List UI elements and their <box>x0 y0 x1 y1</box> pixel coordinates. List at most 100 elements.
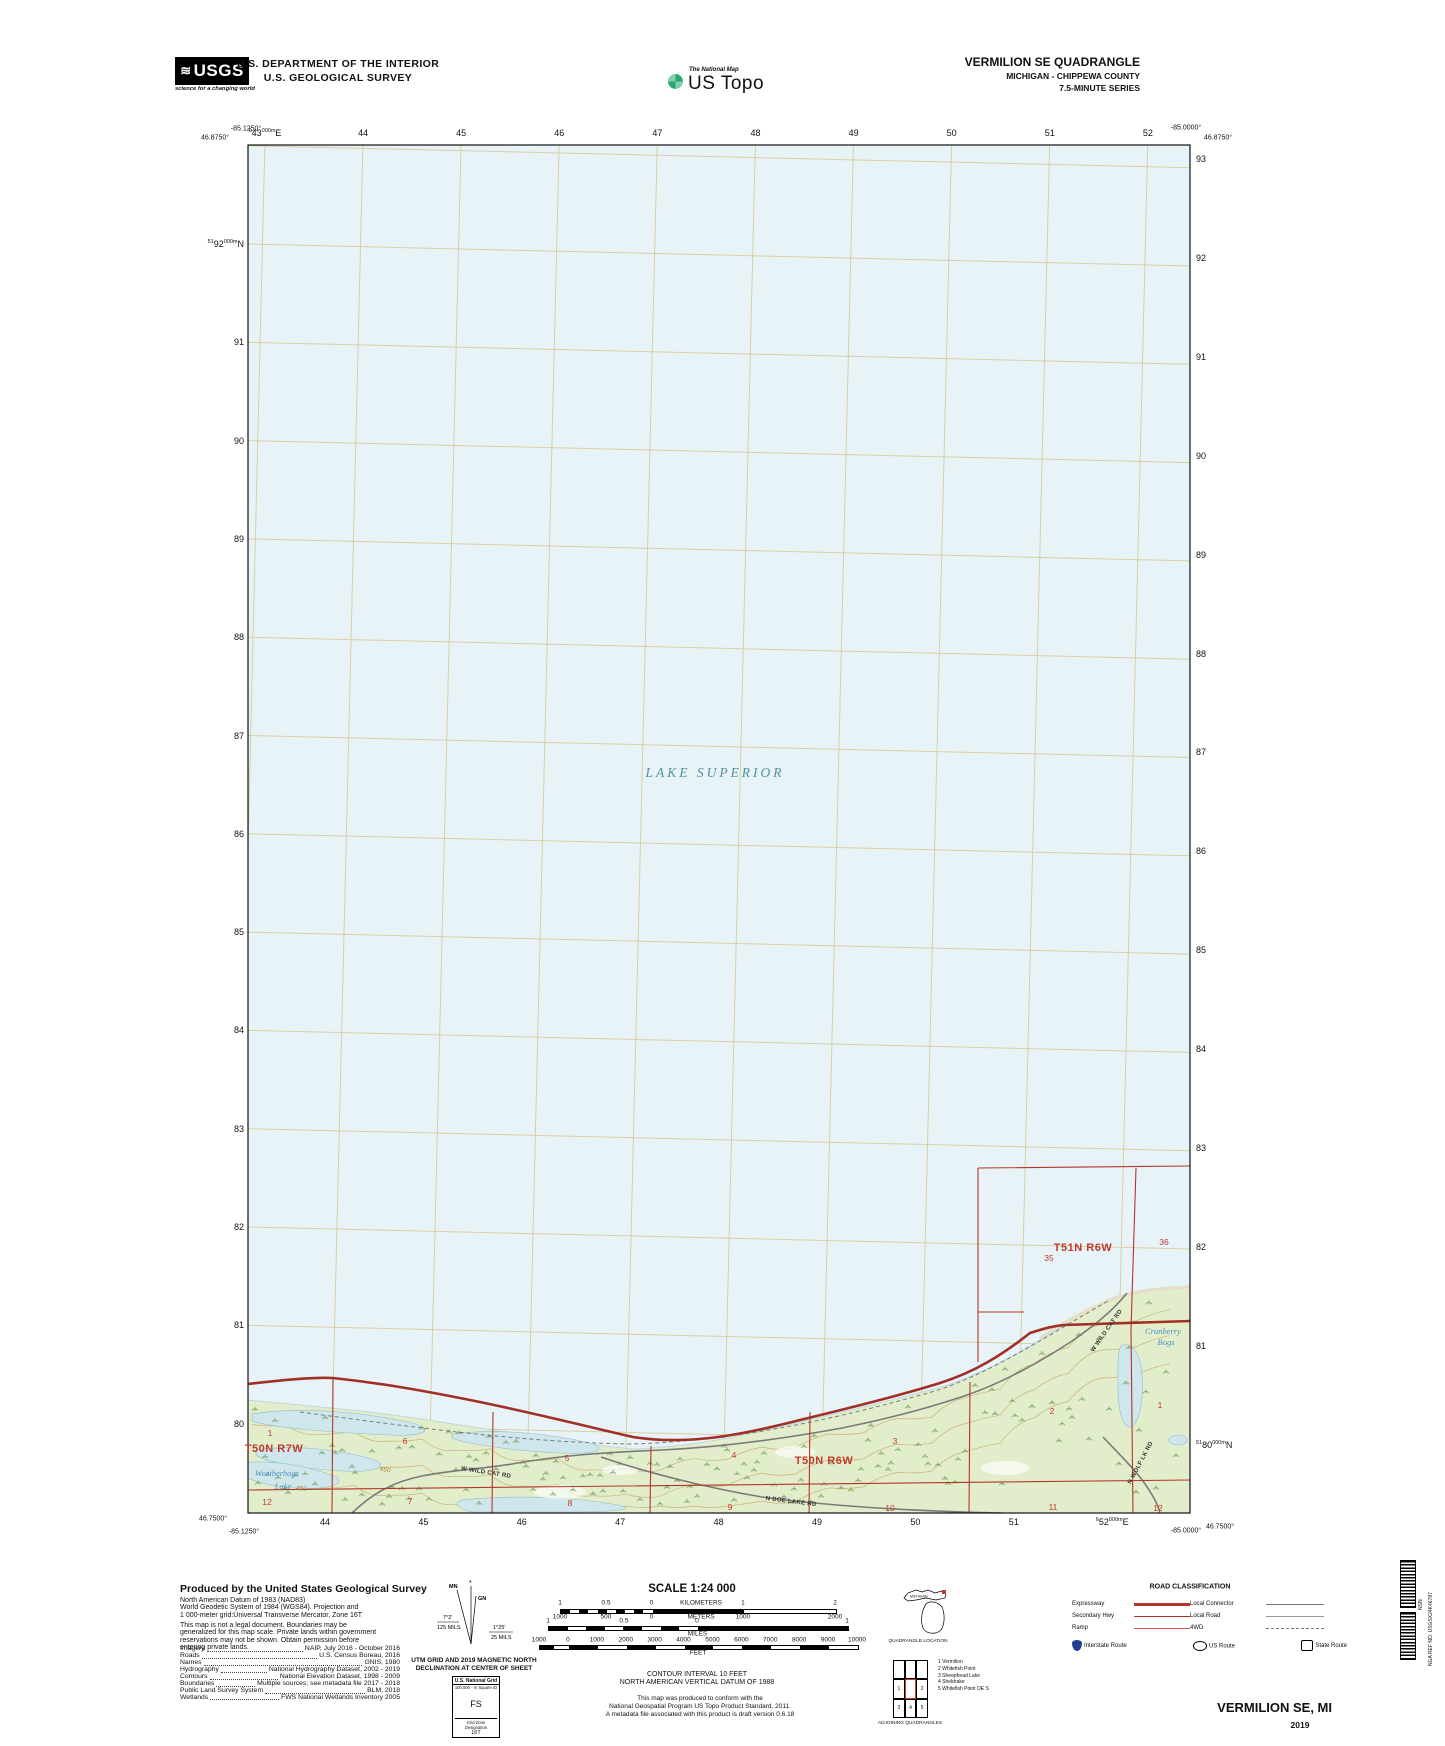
source-row: Boundaries Multiple sources; see metadata… <box>180 1679 400 1687</box>
usng-square-id: FS <box>470 1699 482 1709</box>
credits-line: 1 000-meter grid:Universal Transverse Me… <box>180 1611 363 1619</box>
secondary-hwy-line-sample <box>1134 1615 1190 1617</box>
standard-note-2: National Geospatial Program US Topo Prod… <box>609 1703 791 1710</box>
usgs-logo: ≋ USGS <box>175 57 249 85</box>
scale-ft-label: 4000 <box>676 1636 691 1644</box>
declination-caption1: UTM GRID AND 2019 MAGNETIC NORTH <box>411 1657 537 1664</box>
credits-line: entering private lands. <box>180 1643 249 1651</box>
grid-easting-top: 45 <box>456 128 467 138</box>
local-connector-line-sample <box>1266 1603 1324 1605</box>
fourwd-line-sample <box>1266 1627 1324 1629</box>
scale-m-label: 1000 <box>735 1613 751 1621</box>
svg-text:25 MILS: 25 MILS <box>491 1635 512 1641</box>
road-class-title: ROAD CLASSIFICATION <box>1149 1583 1231 1591</box>
map-label: 9 <box>727 1502 733 1512</box>
map-label: 5 <box>564 1453 570 1463</box>
state-route-label: State Route <box>1315 1643 1347 1650</box>
interstate-shield-icon <box>1072 1640 1082 1651</box>
scale-ft-label: 5000 <box>705 1636 720 1644</box>
usng-zone-label: Grid Zone Designation <box>455 1718 497 1730</box>
township-boundary <box>248 1319 1190 1442</box>
grid-northing-left: 85 <box>233 927 244 938</box>
svg-text:7°2': 7°2' <box>443 1615 452 1621</box>
corner-coord-br-lat: 46.7500° <box>1205 1523 1235 1531</box>
grid-easting-top: 48 <box>750 128 761 138</box>
source-row: Wetlands FWS National Wetlands Inventory … <box>180 1693 400 1701</box>
map-label: T50N R7W <box>244 1443 304 1455</box>
grid-easting-top: 47 <box>652 128 663 138</box>
source-row: Hydrography National Hydrography Dataset,… <box>180 1665 400 1673</box>
expressway-line-sample <box>1134 1602 1190 1606</box>
scale-mi-unit: MILES <box>687 1630 708 1638</box>
scale-km-label: 0 <box>649 1599 654 1607</box>
us-route-oval-icon <box>1193 1640 1207 1651</box>
grid-easting-top: 46 <box>554 128 565 138</box>
credits-line: reservations may not be shown. Obtain pe… <box>180 1636 359 1644</box>
map-label: T50N R6W <box>794 1455 854 1467</box>
rc-label-expressway: Expressway <box>1072 1601 1105 1607</box>
ramp-line-sample <box>1134 1627 1190 1629</box>
adjoining-legend-item: 4 Sheldrake <box>938 1679 965 1686</box>
corner-coord-tl-lon: -85.1250° <box>230 125 262 133</box>
credits-title: Produced by the United States Geological… <box>180 1583 427 1595</box>
scale-ft-label: 9000 <box>820 1636 836 1644</box>
road-class-rows: Expressway Local Connector Secondary Hwy… <box>1072 1598 1340 1634</box>
corner-coord-bl-lat: 46.7500° <box>198 1515 228 1523</box>
declination-diagram: * MN GN 7°2' 125 MILS 1°25' 25 MILS <box>435 1578 525 1658</box>
adj-cell-current <box>904 1679 917 1699</box>
route-markers: Interstate Route US Route State Route <box>1072 1640 1347 1651</box>
scalebar-km-m <box>560 1609 837 1614</box>
grid-easting-bottom: 50 <box>910 1517 921 1527</box>
quad-subtitle: MICHIGAN - CHIPPEWA COUNTY <box>1006 71 1140 81</box>
scale-mi-label: 0 <box>695 1617 699 1625</box>
source-row: Imagery NAIP, July 2016 - October 2016 <box>180 1645 400 1652</box>
map-label: 36 <box>1159 1237 1169 1247</box>
adj-cell: 1 <box>893 1679 905 1699</box>
credits-disclaimer: This map is not a legal document. Bounda… <box>180 1622 376 1651</box>
grid-northing-right: 82 <box>1196 1241 1207 1252</box>
rc-label-4wd: 4WD <box>1190 1625 1204 1631</box>
usng-sub: 100,000 - m Square ID <box>454 1685 498 1690</box>
grid-northing-left: 89 <box>233 533 244 544</box>
map-label: 3 <box>892 1436 898 1446</box>
map-label: Lake <box>274 1481 292 1491</box>
grid-northing-right: 93 <box>1196 154 1207 164</box>
map-label: T51N R6W <box>1053 1242 1113 1254</box>
grid-easting-top: 50 <box>946 128 957 138</box>
map-label: 7 <box>407 1496 413 1506</box>
map-label: 12 <box>262 1497 272 1507</box>
scalebar-miles <box>548 1626 849 1631</box>
map-label: N WOLF LK RD <box>1127 1440 1155 1486</box>
scale-ft-label: 1000 <box>589 1636 605 1644</box>
usng-box: U.S. National Grid 100,000 - m Square ID… <box>452 1676 500 1738</box>
section-lines <box>248 1165 1190 1513</box>
adjoining-legend: 1 Vermilion 2 Whitefish Point 3 Sheephead … <box>938 1659 989 1693</box>
corner-coord-tl-lat: 46.8750° <box>200 134 230 142</box>
scale-ft-unit: FEET <box>689 1649 707 1657</box>
scale-mi-label: 1 <box>845 1617 849 1625</box>
grid-northing-left: 83 <box>233 1123 244 1134</box>
grid-easting-bottom: 46 <box>516 1517 527 1527</box>
rc-label-secondary-hwy: Secondary Hwy <box>1072 1613 1115 1619</box>
map-label: 8 <box>567 1498 573 1508</box>
scale-ft-label: 8000 <box>791 1636 807 1644</box>
map-label: 1 <box>267 1428 273 1438</box>
scale-km-unit: KILOMETERS <box>680 1599 723 1607</box>
scale-ft-label: 7000 <box>763 1636 778 1644</box>
map-label: 6 <box>402 1436 408 1446</box>
grid-easting-bottom: 49 <box>811 1517 823 1527</box>
map-label: 4 <box>731 1450 737 1460</box>
adjoining-legend-item: 1 Vermilion <box>938 1659 963 1665</box>
adj-cell: 2 <box>916 1679 928 1699</box>
grid-northing-left: 82 <box>233 1222 244 1232</box>
grid-northing-right: 81 <box>1196 1340 1207 1351</box>
clearings <box>534 1446 1029 1499</box>
nsn-label: NSN. <box>1418 1598 1424 1610</box>
usgs-logo-text: USGS <box>193 61 244 80</box>
usgs-wave-icon: ≋ <box>180 63 192 78</box>
state-route-icon <box>1301 1640 1314 1651</box>
standard-note-3: A metadata file associated with this pro… <box>605 1711 795 1718</box>
credits-sources: Imagery NAIP, July 2016 - October 2016 Roa… <box>180 1645 400 1702</box>
grid-northing-left: 87 <box>233 730 244 741</box>
